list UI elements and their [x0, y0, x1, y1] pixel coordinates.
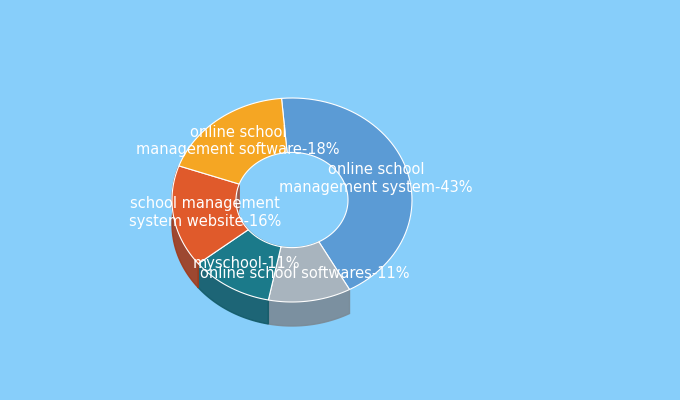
Polygon shape: [179, 98, 287, 184]
Polygon shape: [248, 230, 281, 271]
Polygon shape: [172, 166, 199, 288]
Polygon shape: [199, 264, 269, 324]
Polygon shape: [236, 184, 248, 254]
Polygon shape: [269, 290, 350, 326]
Text: myschool-11%: myschool-11%: [192, 256, 300, 271]
Text: online school
management system-43%: online school management system-43%: [279, 162, 473, 194]
Text: school management
system website-16%: school management system website-16%: [129, 196, 282, 229]
Polygon shape: [282, 98, 412, 290]
Polygon shape: [269, 242, 350, 302]
Polygon shape: [199, 230, 281, 300]
Text: online school softwares-11%: online school softwares-11%: [201, 266, 410, 282]
Polygon shape: [281, 242, 319, 272]
Polygon shape: [172, 166, 248, 264]
Text: online school
management software-18%: online school management software-18%: [137, 125, 340, 157]
